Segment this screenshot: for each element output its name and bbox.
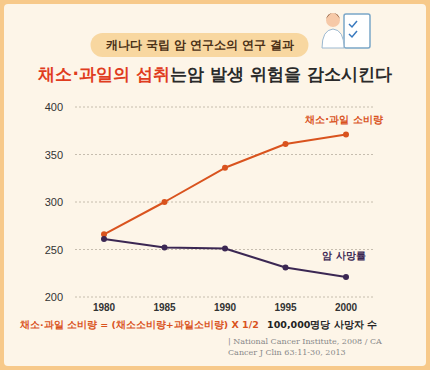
title-part: 채소·과일의 섭취 — [37, 64, 169, 84]
point — [101, 236, 107, 242]
grid-line — [75, 107, 375, 108]
clipboard — [344, 14, 370, 48]
x-tick-label: 1995 — [274, 302, 297, 313]
badge — [91, 33, 309, 57]
coat — [322, 29, 344, 48]
y-tick-label: 300 — [45, 196, 63, 208]
series-label: 암 사망률 — [322, 250, 365, 261]
y-tick-label: 350 — [45, 149, 63, 161]
doctor-icon — [322, 13, 370, 48]
title: 채소·과일의 섭취는암 발생 위험을 감소시킨다 — [37, 64, 391, 84]
point — [283, 265, 289, 271]
x-tick-label: 2000 — [335, 302, 358, 313]
point — [162, 245, 168, 251]
formula-note: 채소·과일 소비량 = (채소소비량+과일소비량) X 1/2 — [19, 319, 259, 330]
y-tick-label: 200 — [45, 291, 63, 303]
grid-line — [75, 202, 375, 203]
grid-line — [75, 154, 375, 155]
head — [326, 13, 340, 27]
hair — [326, 13, 340, 19]
grid-line — [75, 297, 375, 298]
point — [343, 132, 349, 138]
point — [162, 199, 168, 205]
unit-note: 100,000명당 사망자 수 — [267, 319, 377, 330]
checks — [349, 21, 357, 37]
point — [222, 246, 228, 252]
point — [283, 141, 289, 147]
series-line — [104, 239, 346, 277]
y-tick-label: 250 — [45, 244, 63, 256]
source: | National Cancer Institute, 2008 / CA C… — [228, 336, 388, 358]
point — [343, 274, 349, 280]
title-part: 는암 발생 위험을 감소시킨다 — [170, 64, 392, 84]
plot — [101, 132, 349, 280]
subtitle: 캐나다 국립 암 연구소의 연구 결과 — [105, 38, 295, 52]
y-tick-label: 400 — [45, 101, 63, 113]
series-label: 채소·과일 소비량 — [304, 114, 382, 125]
x-tick-label: 1985 — [153, 302, 176, 313]
x-tick-label: 1980 — [93, 302, 116, 313]
x-tick-label: 1990 — [214, 302, 237, 313]
series-line — [104, 135, 346, 235]
point — [222, 165, 228, 171]
